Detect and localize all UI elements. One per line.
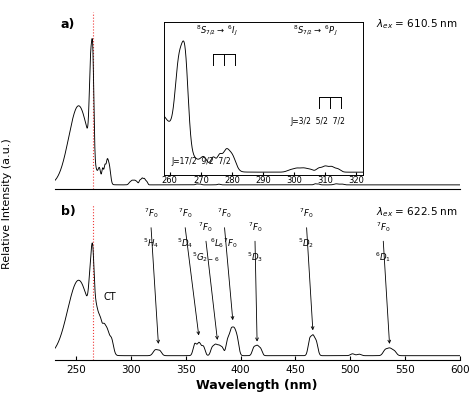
Text: $^5H_4$: $^5H_4$ — [143, 236, 159, 250]
Text: $^5D_4$: $^5D_4$ — [177, 236, 193, 250]
Text: $^5D_3$: $^5D_3$ — [247, 250, 263, 264]
Text: $\lambda_{ex}$ = 610.5 nm: $\lambda_{ex}$ = 610.5 nm — [376, 18, 458, 31]
Text: $^6L_6{}^7F_0$: $^6L_6{}^7F_0$ — [210, 236, 238, 250]
Text: $^5G_{2-6}$: $^5G_{2-6}$ — [192, 250, 219, 264]
Text: J=17/2  9/2  7/2: J=17/2 9/2 7/2 — [172, 157, 231, 166]
Text: $^7F_0$: $^7F_0$ — [248, 220, 262, 234]
Text: J=3/2  5/2  7/2: J=3/2 5/2 7/2 — [290, 117, 345, 126]
Text: $^7F_0$: $^7F_0$ — [144, 206, 158, 221]
Text: $^7F_0$: $^7F_0$ — [376, 220, 391, 234]
Text: Relative Intensity (a.u.): Relative Intensity (a.u.) — [2, 138, 12, 269]
Text: $^{8}S_{7/2}\rightarrow\ ^{6}P_J$: $^{8}S_{7/2}\rightarrow\ ^{6}P_J$ — [292, 24, 337, 38]
Text: $^7F_0$: $^7F_0$ — [178, 206, 192, 221]
Text: CT: CT — [104, 292, 117, 302]
Text: $\lambda_{ex}$ = 622.5 nm: $\lambda_{ex}$ = 622.5 nm — [376, 205, 458, 219]
Text: $^5D_2$: $^5D_2$ — [299, 236, 314, 250]
Text: $^7F_0$: $^7F_0$ — [217, 206, 231, 221]
Text: $^{8}S_{7/2}\rightarrow\ ^{6}I_J$: $^{8}S_{7/2}\rightarrow\ ^{6}I_J$ — [196, 24, 238, 38]
Text: b): b) — [61, 205, 75, 218]
Text: $^7F_0$: $^7F_0$ — [299, 206, 314, 221]
X-axis label: Wavelength (nm): Wavelength (nm) — [196, 379, 318, 392]
Text: $^7F_0$: $^7F_0$ — [199, 220, 213, 234]
Text: $^6D_1$: $^6D_1$ — [375, 250, 391, 264]
Text: a): a) — [61, 18, 75, 31]
